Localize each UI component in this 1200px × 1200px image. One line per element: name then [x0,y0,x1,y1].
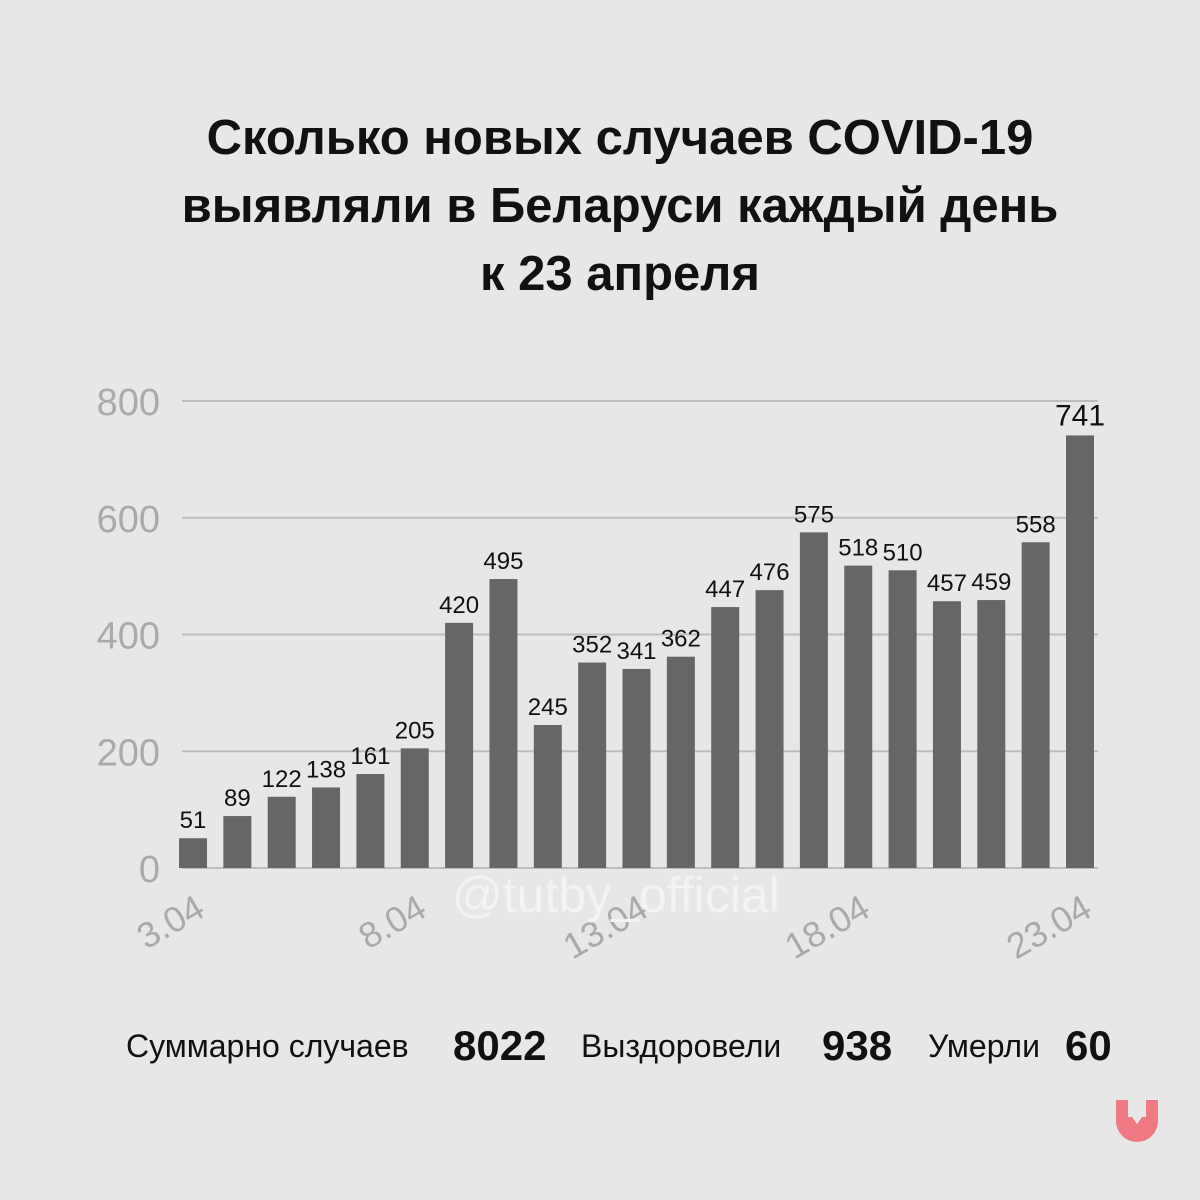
bar [1021,542,1050,868]
title-line-2: выявляли в Беларуси каждый день [181,179,1059,233]
bar [400,748,429,868]
title-line-1: Сколько новых случаев COVID-19 [206,111,1034,165]
total-cases-label: Суммарно случаев [126,1028,409,1064]
data-label: 51 [180,807,207,834]
data-label: 495 [483,548,523,575]
deaths-value: 60 [1065,1022,1112,1069]
y-tick-label: 0 [139,849,160,891]
data-label: 420 [439,592,479,619]
total-cases-value: 8022 [453,1022,547,1069]
deaths-label: Умерли [928,1028,1040,1064]
bar [223,816,252,868]
bar [445,622,474,868]
title-line-3: к 23 апреля [479,247,760,301]
watermark: @tutby_official [452,867,780,923]
data-label: 362 [661,626,701,653]
data-label: 741 [1055,399,1105,432]
x-tick-label: 8.04 [352,886,433,957]
data-label: 161 [350,743,390,770]
x-tick-label: 23.04 [999,886,1098,967]
stats-row: Суммарно случаев 8022 Выздоровели 938 Ум… [0,1020,1200,1080]
bar [179,838,207,868]
bar [666,656,695,868]
y-tick-label: 600 [97,499,160,541]
bar [755,590,784,868]
data-label: 447 [705,576,745,603]
bar [267,796,296,868]
bar [711,607,740,868]
data-label: 341 [616,638,656,665]
y-tick-label: 400 [97,616,160,658]
data-label: 558 [1016,511,1056,538]
y-tick-label: 800 [97,382,160,424]
data-label: 476 [750,559,790,586]
bar [1066,435,1094,868]
data-label: 510 [883,539,923,566]
bar [932,601,961,868]
x-tick-label: 3.04 [130,886,211,957]
bar [312,787,341,868]
data-label: 459 [971,569,1011,596]
bar [578,662,607,868]
data-label: 457 [927,570,967,597]
x-tick-label: 18.04 [778,886,877,967]
recovered-label: Выздоровели [581,1028,782,1064]
bar [977,600,1006,868]
data-label: 352 [572,632,612,659]
arrow-down-logo-icon [1116,1100,1158,1142]
bar [888,570,917,868]
data-label: 89 [224,785,251,812]
bar [489,579,518,868]
data-label: 122 [262,766,302,793]
bar [622,668,651,868]
bar [533,724,562,868]
data-label: 518 [838,535,878,562]
data-label: 138 [306,756,346,783]
y-tick-label: 200 [97,732,160,774]
bar [844,565,873,868]
data-label: 205 [395,717,435,744]
recovered-value: 938 [822,1022,893,1069]
bar [799,532,828,868]
data-label: 575 [794,501,834,528]
chart-title: Сколько новых случаев COVID-19 выявляли … [0,104,1200,308]
bar [356,774,385,868]
data-label: 245 [528,694,568,721]
